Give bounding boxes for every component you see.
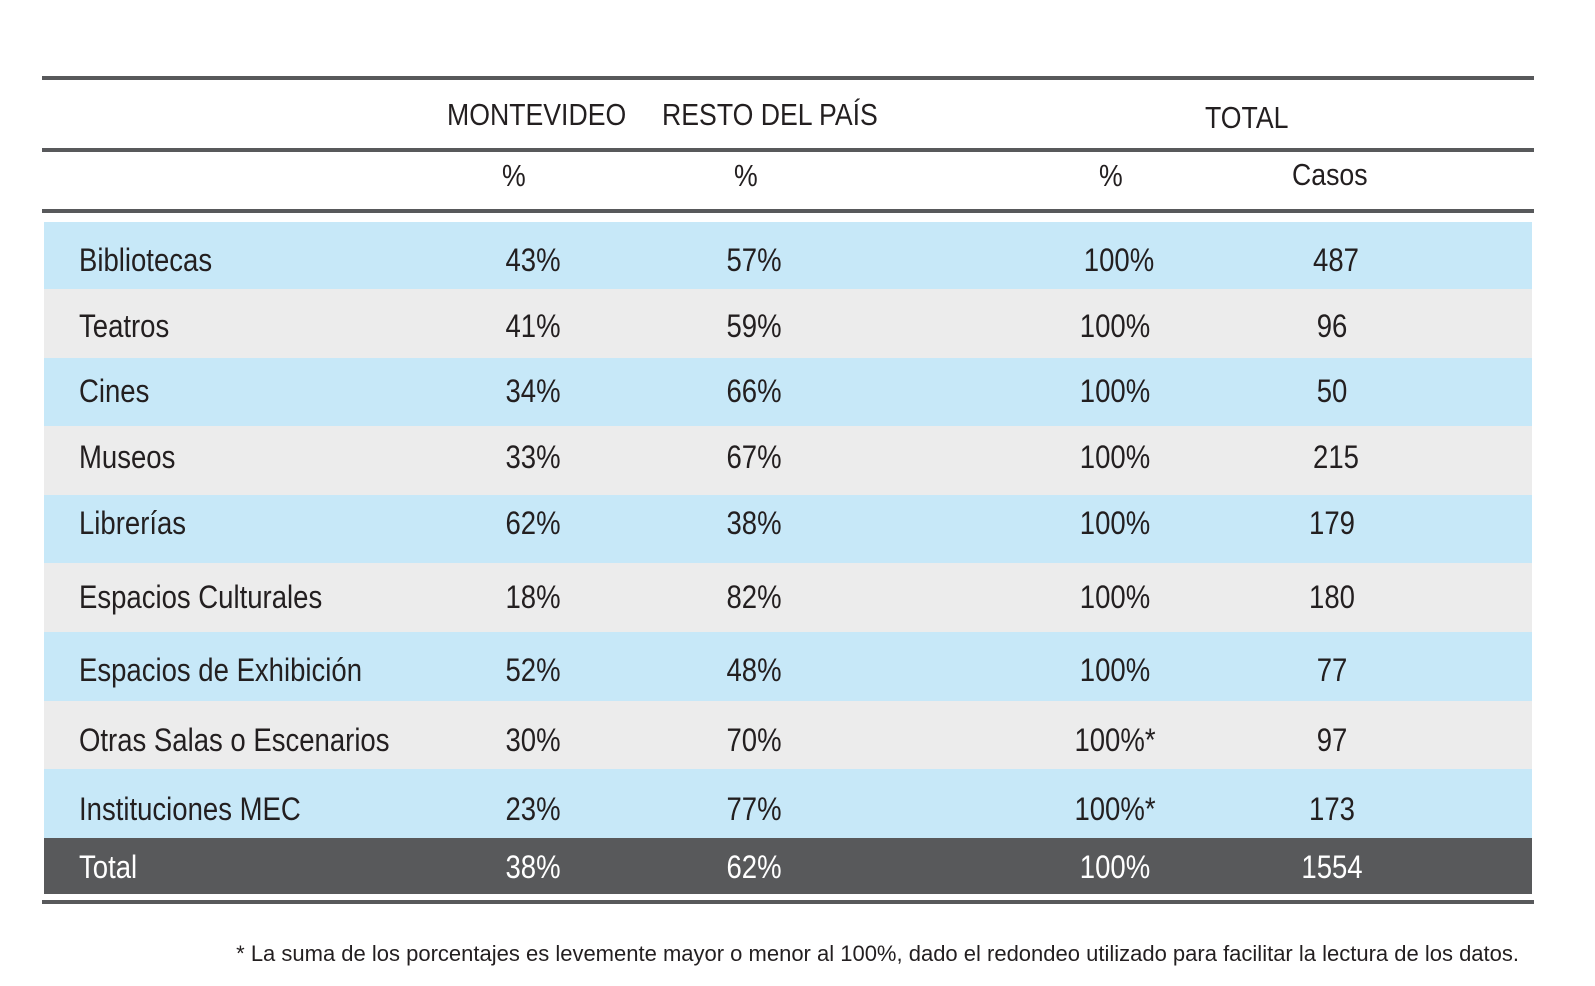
- row-label: Librerías: [79, 505, 187, 541]
- row-label: Otras Salas o Escenarios: [79, 722, 390, 758]
- header-total: TOTAL: [1205, 100, 1289, 135]
- cell-total-pct: 100%: [1079, 579, 1151, 615]
- cell-total-pct: 100%: [1079, 373, 1151, 409]
- total-row-label: Total: [79, 849, 138, 885]
- cell-casos: 180: [1309, 579, 1355, 615]
- subheader-montevideo-pct: %: [502, 158, 526, 193]
- cell-total-pct: 100%: [1083, 242, 1155, 278]
- cell-casos: 179: [1309, 505, 1355, 541]
- table-footnote: * La suma de los porcentajes es levement…: [236, 941, 1519, 966]
- row-label: Teatros: [79, 308, 170, 344]
- cell-casos: 173: [1309, 791, 1355, 827]
- table-row: Espacios Culturales 18% 82% 100% 180: [44, 563, 1532, 632]
- cell-montevideo: 23%: [505, 791, 561, 827]
- subheader-resto-pct: %: [734, 158, 758, 193]
- cell-resto: 57%: [726, 242, 782, 278]
- table-row: Teatros 41% 59% 100% 96: [44, 289, 1532, 358]
- cell-casos: 97: [1316, 722, 1348, 758]
- cell-resto: 38%: [726, 505, 782, 541]
- table-row: Espacios de Exhibición 52% 48% 100% 77: [44, 632, 1532, 701]
- cell-montevideo: 41%: [505, 308, 561, 344]
- table-row: Instituciones MEC 23% 77% 100%* 173: [44, 769, 1532, 838]
- cell-resto: 48%: [726, 652, 782, 688]
- cell-montevideo: 33%: [505, 439, 561, 475]
- table-row: Museos 33% 67% 100% 215: [44, 426, 1532, 495]
- table-row: Bibliotecas 43% 57% 100% 487: [44, 222, 1532, 289]
- cell-resto: 82%: [726, 579, 782, 615]
- cell-resto: 70%: [726, 722, 782, 758]
- subheader-total-casos: Casos: [1292, 157, 1368, 192]
- total-cell-total-pct: 100%: [1079, 849, 1151, 885]
- header-montevideo: MONTEVIDEO: [447, 97, 627, 132]
- cell-total-pct: 100%: [1079, 652, 1151, 688]
- cell-resto: 59%: [726, 308, 782, 344]
- cell-total-pct: 100%: [1079, 439, 1151, 475]
- row-label: Bibliotecas: [79, 242, 213, 278]
- cell-montevideo: 18%: [505, 579, 561, 615]
- row-label: Cines: [79, 373, 150, 409]
- row-label: Espacios Culturales: [79, 579, 323, 615]
- cell-montevideo: 30%: [505, 722, 561, 758]
- cell-casos: 487: [1313, 242, 1359, 278]
- table-total-row: Total 38% 62% 100% 1554: [44, 838, 1532, 894]
- table-row: Cines 34% 66% 100% 50: [44, 358, 1532, 426]
- cell-total-pct: 100%*: [1074, 722, 1156, 758]
- row-label: Instituciones MEC: [79, 791, 301, 827]
- cell-casos: 50: [1316, 373, 1348, 409]
- cell-montevideo: 62%: [505, 505, 561, 541]
- header-bottom-rule: [42, 209, 1534, 213]
- table-row: Librerías 62% 38% 100% 179: [44, 495, 1532, 563]
- cell-montevideo: 43%: [505, 242, 561, 278]
- total-cell-casos: 1554: [1301, 849, 1363, 885]
- row-label: Museos: [79, 439, 176, 475]
- cell-montevideo: 52%: [505, 652, 561, 688]
- subheader-total-pct: %: [1099, 158, 1123, 193]
- row-label: Espacios de Exhibición: [79, 652, 363, 688]
- cell-total-pct: 100%: [1079, 308, 1151, 344]
- header-resto-del-pais: RESTO DEL PAÍS: [662, 97, 878, 132]
- table-top-rule: [42, 76, 1534, 80]
- total-cell-montevideo: 38%: [505, 849, 561, 885]
- cell-resto: 77%: [726, 791, 782, 827]
- cell-casos: 215: [1313, 439, 1359, 475]
- cell-casos: 77: [1316, 652, 1348, 688]
- total-cell-resto: 62%: [726, 849, 782, 885]
- table-row: Otras Salas o Escenarios 30% 70% 100%* 9…: [44, 701, 1532, 769]
- header-divider-rule: [42, 148, 1534, 152]
- cell-resto: 67%: [726, 439, 782, 475]
- table-bottom-rule: [42, 900, 1534, 904]
- cell-total-pct: 100%*: [1074, 791, 1156, 827]
- cell-total-pct: 100%: [1079, 505, 1151, 541]
- cell-resto: 66%: [726, 373, 782, 409]
- cell-montevideo: 34%: [505, 373, 561, 409]
- cell-casos: 96: [1316, 308, 1348, 344]
